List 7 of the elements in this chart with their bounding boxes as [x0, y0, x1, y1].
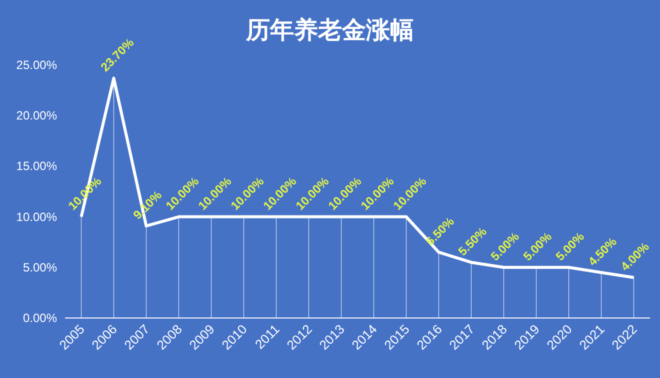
y-tick-label: 20.00%: [16, 108, 58, 123]
y-tick-label: 15.00%: [16, 159, 58, 174]
y-tick-label: 0.00%: [22, 311, 58, 325]
y-tick-label: 10.00%: [16, 210, 58, 224]
y-tick-label: 25.00%: [16, 58, 58, 72]
chart-title: 历年养老金涨幅: [245, 17, 414, 44]
y-tick-label: 5.00%: [22, 260, 58, 274]
